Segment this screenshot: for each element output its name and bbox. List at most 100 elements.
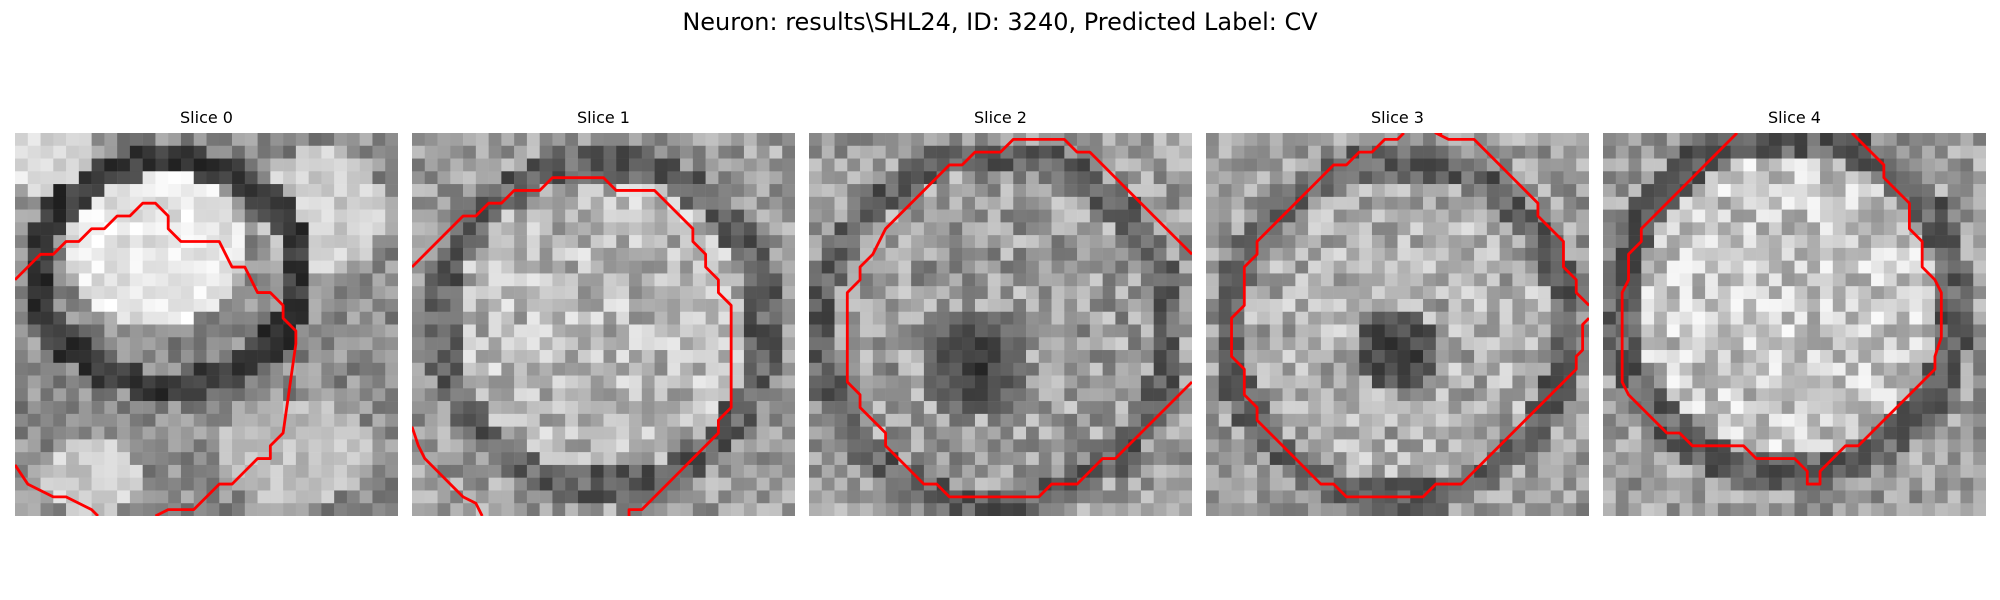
image-pixel — [1269, 158, 1283, 172]
image-pixel — [718, 375, 732, 389]
image-pixel — [180, 184, 194, 198]
image-pixel — [809, 235, 823, 249]
image-pixel — [1499, 311, 1513, 325]
image-pixel — [1486, 337, 1500, 351]
image-pixel — [1486, 362, 1500, 376]
image-pixel — [565, 439, 579, 453]
image-pixel — [385, 247, 398, 261]
image-pixel — [1973, 133, 1986, 147]
image-pixel — [949, 273, 963, 287]
image-pixel — [782, 145, 795, 159]
image-pixel — [1346, 401, 1360, 415]
image-pixel — [1563, 286, 1577, 300]
image-pixel — [1512, 145, 1526, 159]
image-pixel — [1563, 247, 1577, 261]
image-pixel — [180, 273, 194, 287]
image-pixel — [180, 324, 194, 338]
image-pixel — [1423, 196, 1437, 210]
image-pixel — [66, 426, 80, 440]
image-pixel — [769, 235, 783, 249]
image-pixel — [1960, 503, 1974, 516]
image-pixel — [1179, 439, 1192, 453]
image-pixel — [1346, 235, 1360, 249]
image-pixel — [860, 171, 874, 185]
image-pixel — [1576, 196, 1589, 210]
image-pixel — [1346, 337, 1360, 351]
image-pixel — [1973, 452, 1986, 466]
image-pixel — [1730, 426, 1744, 440]
image-pixel — [488, 184, 502, 198]
image-pixel — [552, 452, 566, 466]
image-pixel — [501, 298, 515, 312]
image-pixel — [974, 260, 988, 274]
image-pixel — [295, 503, 309, 516]
image-pixel — [1308, 222, 1322, 236]
image-pixel — [667, 158, 681, 172]
image-pixel — [1692, 324, 1706, 338]
image-pixel — [1077, 247, 1091, 261]
image-pixel — [142, 375, 156, 389]
image-pixel — [834, 452, 848, 466]
image-pixel — [1692, 196, 1706, 210]
image-pixel — [885, 145, 899, 159]
image-pixel — [308, 337, 322, 351]
image-pixel — [1730, 401, 1744, 415]
image-pixel — [1922, 337, 1936, 351]
image-pixel — [872, 311, 886, 325]
image-pixel — [641, 452, 655, 466]
image-pixel — [1499, 298, 1513, 312]
image-pixel — [1499, 145, 1513, 159]
image-pixel — [718, 490, 732, 504]
image-pixel — [206, 503, 220, 516]
image-pixel — [1474, 171, 1488, 185]
image-pixel — [1705, 503, 1719, 516]
image-pixel — [1206, 388, 1220, 402]
image-pixel — [860, 209, 874, 223]
image-pixel — [142, 273, 156, 287]
image-pixel — [1153, 375, 1167, 389]
image-pixel — [1231, 464, 1245, 478]
image-pixel — [117, 452, 131, 466]
image-pixel — [1486, 350, 1500, 364]
image-pixel — [1550, 133, 1564, 147]
image-pixel — [539, 222, 553, 236]
image-pixel — [1282, 311, 1296, 325]
image-pixel — [1384, 196, 1398, 210]
image-pixel — [219, 375, 233, 389]
image-pixel — [346, 184, 360, 198]
image-pixel — [40, 388, 54, 402]
image-pixel — [1410, 503, 1424, 516]
image-pixel — [1934, 375, 1948, 389]
image-pixel — [885, 222, 899, 236]
image-pixel — [270, 196, 284, 210]
image-pixel — [769, 196, 783, 210]
image-pixel — [1615, 260, 1629, 274]
image-pixel — [834, 184, 848, 198]
image-pixel — [603, 133, 617, 147]
image-pixel — [1166, 273, 1180, 287]
image-pixel — [117, 490, 131, 504]
image-pixel — [1064, 222, 1078, 236]
image-pixel — [834, 158, 848, 172]
image-pixel — [1000, 184, 1014, 198]
image-pixel — [232, 311, 246, 325]
image-pixel — [987, 464, 1001, 478]
image-pixel — [949, 145, 963, 159]
image-pixel — [1026, 209, 1040, 223]
image-pixel — [667, 286, 681, 300]
image-pixel — [257, 133, 271, 147]
image-pixel — [1820, 171, 1834, 185]
image-pixel — [1550, 260, 1564, 274]
image-pixel — [1448, 375, 1462, 389]
image-pixel — [756, 337, 770, 351]
image-pixel — [552, 145, 566, 159]
image-pixel — [539, 196, 553, 210]
image-pixel — [463, 133, 477, 147]
image-pixel — [1603, 439, 1617, 453]
image-pixel — [1179, 273, 1192, 287]
image-pixel — [501, 401, 515, 415]
image-pixel — [1705, 324, 1719, 338]
image-pixel — [257, 388, 271, 402]
image-pixel — [565, 222, 579, 236]
image-pixel — [756, 388, 770, 402]
